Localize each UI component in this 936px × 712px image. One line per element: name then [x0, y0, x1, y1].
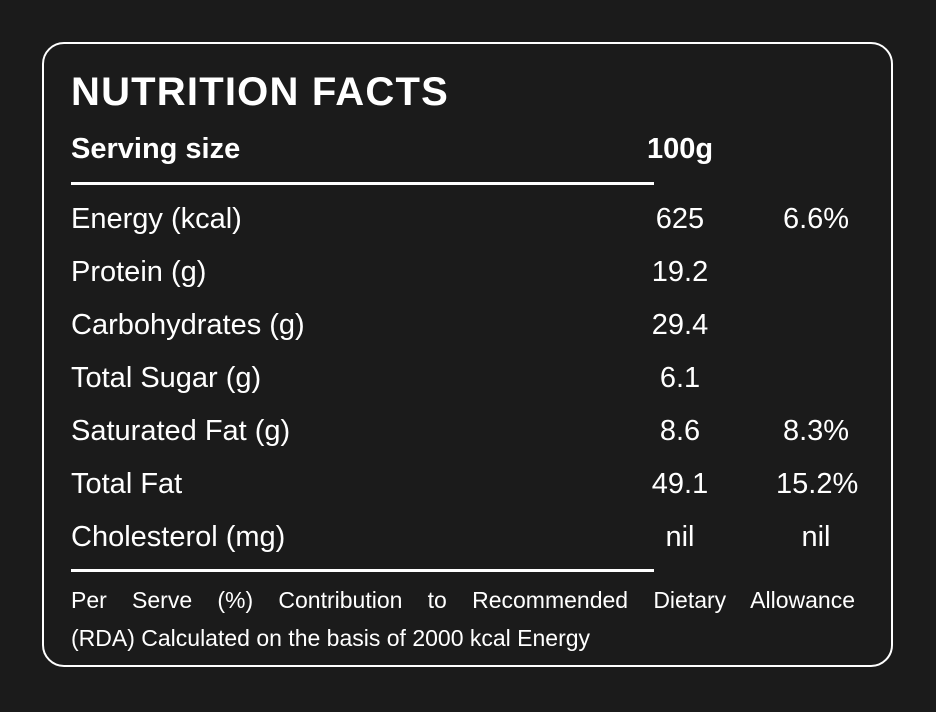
- nutrient-label: Cholesterol (mg): [71, 521, 286, 553]
- table-row-protein: Protein (g) 19.2: [71, 246, 856, 299]
- nutrient-label: Total Fat: [71, 468, 183, 500]
- nutrient-table: Energy (kcal) 625 6.6% Protein (g) 19.2 …: [71, 193, 859, 564]
- rda-footnote-line1: Per Serve (%) Contribution to Recommende…: [71, 587, 855, 613]
- table-row-carbohydrates: Carbohydrates (g) 29.4: [71, 299, 856, 352]
- nutrient-value: 19.2: [651, 256, 709, 288]
- table-row-saturated-fat: Saturated Fat (g) 8.6 8.3%: [71, 405, 856, 458]
- serving-size-value: 100g: [646, 133, 714, 165]
- panel-title: NUTRITION FACTS: [71, 70, 449, 114]
- nutrient-label: Total Sugar (g): [71, 362, 262, 394]
- nutrient-label: Protein (g): [71, 256, 207, 288]
- nutrient-label: Saturated Fat (g): [71, 415, 291, 447]
- nutrient-value: 29.4: [651, 309, 709, 341]
- table-row-energy: Energy (kcal) 625 6.6%: [71, 193, 856, 246]
- nutrient-percent: 6.6%: [782, 203, 850, 235]
- table-row-total-fat: Total Fat 49.1 15.2%: [71, 458, 859, 511]
- nutrient-label: Energy (kcal): [71, 203, 242, 235]
- serving-size-label: Serving size: [71, 133, 241, 165]
- nutrient-percent: nil: [801, 521, 831, 553]
- nutrient-value: 8.6: [659, 415, 701, 447]
- nutrient-value: 49.1: [651, 468, 709, 500]
- nutrient-value: 6.1: [659, 362, 701, 394]
- divider-top: [71, 182, 654, 185]
- nutrient-value: nil: [665, 521, 695, 553]
- rda-footnote: Per Serve (%) Contribution to Recommende…: [71, 581, 855, 657]
- serving-size-row: Serving size 100g: [71, 129, 856, 169]
- table-row-cholesterol: Cholesterol (mg) nil nil: [71, 511, 856, 564]
- nutrient-percent: 8.3%: [782, 415, 850, 447]
- divider-bottom: [71, 569, 654, 572]
- nutrient-label: Carbohydrates (g): [71, 309, 305, 341]
- nutrient-percent: 15.2%: [776, 468, 859, 500]
- table-row-total-sugar: Total Sugar (g) 6.1: [71, 352, 856, 405]
- nutrition-facts-panel: NUTRITION FACTS Serving size 100g Energy…: [42, 42, 893, 667]
- rda-footnote-line2: (RDA) Calculated on the basis of 2000 kc…: [71, 625, 591, 651]
- nutrient-value: 625: [655, 203, 705, 235]
